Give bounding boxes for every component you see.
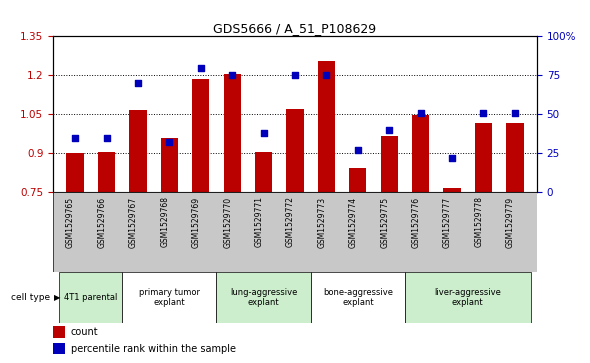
Point <box>196 65 205 70</box>
Bar <box>506 123 523 192</box>
Bar <box>381 136 398 192</box>
Point <box>133 80 143 86</box>
Text: GSM1529779: GSM1529779 <box>506 196 515 248</box>
Text: primary tumor
explant: primary tumor explant <box>139 288 200 307</box>
Text: GSM1529778: GSM1529778 <box>474 196 483 247</box>
Bar <box>405 272 530 323</box>
Bar <box>286 109 304 192</box>
Bar <box>192 79 209 192</box>
Text: GSM1529768: GSM1529768 <box>160 196 169 247</box>
Text: lung-aggressive
explant: lung-aggressive explant <box>230 288 297 307</box>
Text: GSM1529773: GSM1529773 <box>317 196 326 248</box>
Text: GSM1529771: GSM1529771 <box>254 196 264 247</box>
Text: GSM1529770: GSM1529770 <box>223 196 232 248</box>
Text: liver-aggressive
explant: liver-aggressive explant <box>434 288 502 307</box>
Bar <box>217 272 311 323</box>
Point <box>510 110 520 116</box>
Point <box>290 72 300 78</box>
Bar <box>160 138 178 192</box>
Text: GSM1529769: GSM1529769 <box>192 196 201 248</box>
Text: percentile rank within the sample: percentile rank within the sample <box>71 343 236 354</box>
Bar <box>67 154 84 192</box>
Text: GSM1529777: GSM1529777 <box>443 196 452 248</box>
Text: GSM1529765: GSM1529765 <box>66 196 75 248</box>
Bar <box>53 343 65 354</box>
Bar <box>53 326 65 338</box>
Text: bone-aggressive
explant: bone-aggressive explant <box>323 288 393 307</box>
Point <box>416 110 425 116</box>
Bar <box>318 61 335 192</box>
Bar <box>129 110 146 192</box>
Bar <box>255 152 272 192</box>
Bar <box>349 168 366 192</box>
Text: GSM1529774: GSM1529774 <box>349 196 358 248</box>
Point <box>478 110 488 116</box>
Point <box>228 72 237 78</box>
Bar <box>311 272 405 323</box>
Text: GSM1529772: GSM1529772 <box>286 196 295 247</box>
Text: GSM1529766: GSM1529766 <box>97 196 107 248</box>
Bar <box>224 74 241 192</box>
Point <box>447 155 457 161</box>
Text: count: count <box>71 327 99 337</box>
Bar <box>412 115 430 192</box>
Text: GSM1529767: GSM1529767 <box>129 196 138 248</box>
Text: ▶: ▶ <box>54 293 61 302</box>
Text: cell type: cell type <box>11 293 50 302</box>
Text: GSM1529776: GSM1529776 <box>412 196 421 248</box>
Text: 4T1 parental: 4T1 parental <box>64 293 117 302</box>
Point <box>322 72 331 78</box>
Bar <box>475 123 492 192</box>
Point <box>102 135 112 141</box>
Title: GDS5666 / A_51_P108629: GDS5666 / A_51_P108629 <box>214 22 376 35</box>
Point <box>165 139 174 145</box>
Bar <box>60 272 122 323</box>
Bar <box>444 188 461 192</box>
Bar <box>122 272 217 323</box>
Bar <box>98 152 115 192</box>
Point <box>385 127 394 133</box>
Point <box>70 135 80 141</box>
Point <box>259 130 268 136</box>
Point <box>353 147 362 153</box>
Text: GSM1529775: GSM1529775 <box>380 196 389 248</box>
